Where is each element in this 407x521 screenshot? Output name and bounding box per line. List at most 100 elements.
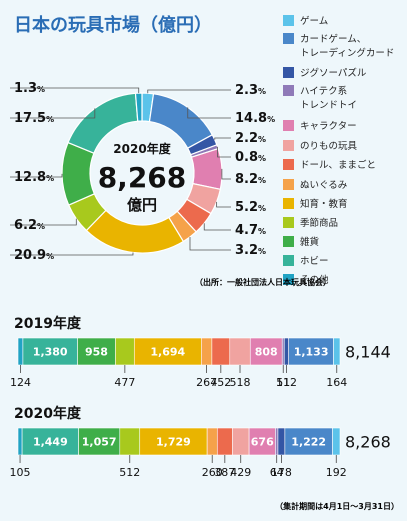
bar-segment (22, 337, 78, 366)
legend-label: ジグソーパズル (300, 67, 367, 79)
percent-label: 4.7% (235, 223, 266, 238)
percent-label: 8.2% (235, 172, 266, 187)
percent-label: 14.8% (235, 111, 275, 126)
bar-value-label: 267 (196, 376, 217, 389)
bar-value-label: 1,729 (156, 436, 191, 449)
leader-line (10, 87, 140, 94)
leader-line (10, 108, 96, 119)
donut-center-text: 億円 (127, 196, 157, 214)
legend-label: 知育・教育 (300, 198, 348, 210)
bar-segment (133, 337, 202, 366)
legend-swatch (283, 15, 294, 26)
percent-label: 0.8% (235, 150, 266, 165)
legend-label: ゲーム (300, 15, 328, 27)
bar-value-label: 64 (270, 466, 284, 479)
bar-segment (139, 427, 208, 456)
bar-segment (21, 427, 79, 456)
bar-value-label: 260 (202, 466, 223, 479)
leader-line (10, 173, 63, 178)
legend-swatch (283, 120, 294, 131)
bar-segment (333, 337, 341, 366)
percent-label: 20.9% (14, 248, 54, 263)
bar-segment (283, 337, 289, 366)
bar-value-label: 1,449 (33, 436, 68, 449)
bar-segment (216, 427, 233, 456)
bar-segment (115, 337, 135, 366)
legend-label: トレーディングカード (300, 47, 394, 59)
leader-line (214, 137, 231, 140)
legend-label: カードゲーム、 (300, 33, 366, 45)
stacked-bar-2020: 2020年度 1,449 1,057 1,729 676 1,222 105 512 26038… (10, 405, 391, 479)
bar-value-label: 1,133 (294, 346, 329, 359)
legend-label: 雑貨 (300, 236, 319, 248)
bar-segment (275, 427, 279, 456)
bar-segment (229, 337, 251, 366)
leader-line (216, 201, 231, 208)
bar-title: 2020年度 (14, 405, 82, 422)
bar-segment (78, 427, 121, 456)
donut-slice (134, 92, 143, 122)
bar-segment (281, 337, 285, 366)
chart-title: 日本の玩具市場（億円） (14, 14, 212, 36)
bar-segment (249, 337, 283, 366)
leader-line (221, 168, 231, 180)
legend-swatch (283, 179, 294, 190)
bar-title: 2019年度 (14, 315, 82, 332)
bar-value-label: 452 (210, 376, 231, 389)
percent-label: 2.3% (235, 83, 266, 98)
donut-center-text: 8,268 (98, 161, 187, 194)
bar-segment (77, 337, 116, 366)
legend-label: 季節商品 (300, 217, 338, 229)
percent-label: 5.2% (235, 200, 266, 215)
bar-segment (17, 427, 23, 456)
bar-total-label: 8,268 (345, 433, 391, 452)
legend-swatch (283, 159, 294, 170)
percent-label: 6.2% (14, 218, 45, 233)
leader-line (10, 252, 134, 256)
bar-value-label: 164 (326, 376, 347, 389)
bar-value-label: 51 (276, 376, 290, 389)
bar-segment (201, 337, 213, 366)
legend-swatch (283, 255, 294, 266)
bar-segment (206, 427, 218, 456)
legend-swatch (283, 67, 294, 78)
leader-line (187, 107, 231, 119)
leader-line (189, 237, 231, 251)
legend-swatch (283, 85, 294, 96)
bar-value-label: 1,222 (291, 436, 326, 449)
source-note: （出所：一般社団法人日本玩具協会） (195, 277, 331, 287)
bar-value-label: 477 (114, 376, 135, 389)
donut-percent-labels: 2.3% 14.8% 2.2% 0.8% 8.2% 5.2% 4.7% 3.2% 1.3% 17.… (10, 81, 275, 263)
legend-label: トレンドトイ (300, 100, 357, 111)
leader-line (10, 218, 77, 226)
donut-center-text: 2020年度 (113, 141, 171, 156)
legend-label: キャラクター (300, 121, 357, 132)
bar-value-label: 112 (276, 376, 297, 389)
bar-segment (288, 337, 334, 366)
legend: ゲームカードゲーム、トレーディングカードジグソーパズルハイテク系トレンドトイキャ… (283, 15, 394, 286)
leader-line (217, 146, 231, 158)
legend-label: ドール、ままごと (300, 159, 376, 171)
legend-label: ハイテク系 (300, 86, 347, 97)
bar-value-label: 1,694 (150, 346, 185, 359)
percent-label: 17.5% (14, 111, 54, 126)
legend-swatch (283, 140, 294, 151)
legend-swatch (283, 217, 294, 228)
bar-total-label: 8,144 (345, 343, 391, 362)
bar-segment (277, 427, 286, 456)
donut-slice (85, 209, 185, 254)
bar-value-label: 512 (119, 466, 140, 479)
bar-segment (17, 337, 24, 366)
bar-value-label: 1,380 (33, 346, 68, 359)
bar-value-label: 124 (10, 376, 31, 389)
legend-swatch (283, 33, 294, 44)
bar-value-label: 958 (85, 346, 108, 359)
percent-label: 2.2% (235, 131, 266, 146)
bar-value-label: 808 (255, 346, 278, 359)
bar-value-label: 387 (214, 466, 235, 479)
legend-swatch (283, 274, 294, 285)
period-note: （集計期間は4月1日～3月31日） (275, 501, 399, 511)
bar-segment (232, 427, 250, 456)
